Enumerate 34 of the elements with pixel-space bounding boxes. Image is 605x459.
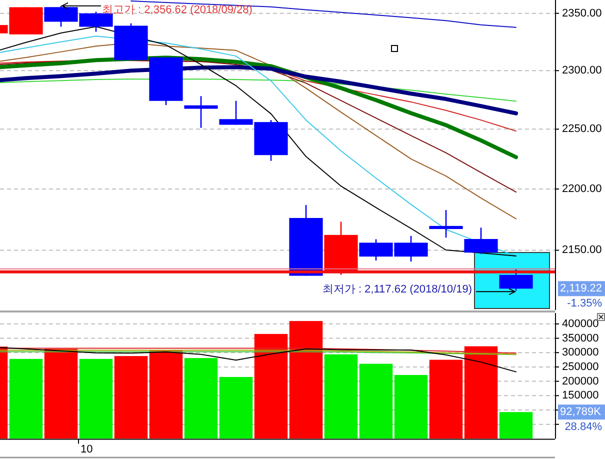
bar [289, 321, 323, 439]
y-tick-label: 2300.00 [562, 64, 602, 77]
text: -1.35% [567, 298, 602, 310]
candlestick [184, 95, 218, 129]
annotation: 최저가 : 2,117.62 (2018/10/19) [322, 284, 472, 296]
bar [324, 354, 358, 439]
bar [499, 412, 533, 439]
bar [359, 364, 393, 439]
y-tick-label: 2150.00 [562, 244, 602, 256]
bar [429, 360, 463, 439]
y-tick-label: 350000 [562, 332, 599, 344]
y-tick-label: 400000 [562, 318, 599, 330]
bar [44, 348, 78, 439]
bar [114, 356, 148, 439]
y-tick-label: 200000 [562, 375, 599, 388]
bar [79, 358, 113, 439]
y-tick-label: 250000 [562, 360, 599, 373]
y-tick-label: 2350.00 [562, 7, 602, 20]
last-value-label: 2,119.22 [558, 281, 605, 296]
y-tick-label: 300000 [562, 346, 599, 359]
annotation: 최고가 : 2,356.62 (2018/09/28) [102, 4, 252, 16]
candlestick [429, 209, 463, 238]
text: 10 [80, 444, 93, 456]
y-tick-label: 2200.00 [562, 183, 602, 196]
y-tick-label: 2250.00 [562, 123, 602, 136]
text: 28.84% [564, 421, 602, 434]
y-tick-label: 150000 [562, 390, 599, 402]
bar [184, 358, 218, 439]
last-value-label: 92,789K [558, 404, 605, 420]
bar [149, 350, 183, 439]
bar [464, 346, 498, 439]
bar [219, 377, 253, 439]
bar [394, 374, 428, 439]
bar [254, 334, 288, 439]
